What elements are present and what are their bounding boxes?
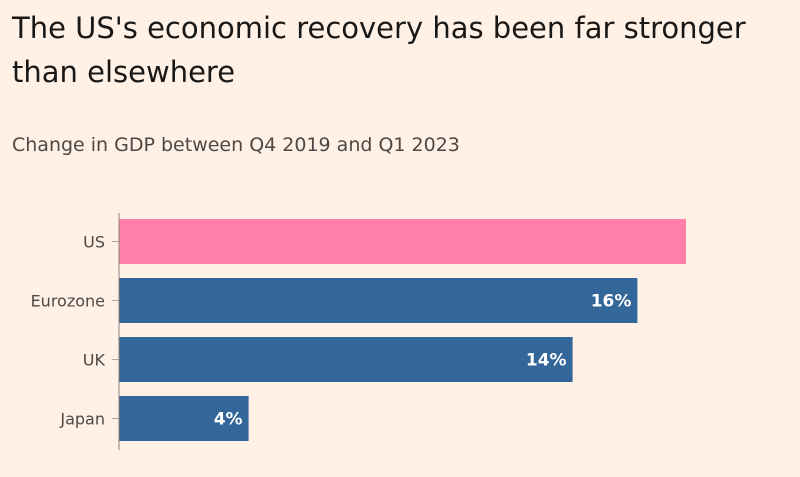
value-label-uk: 14% [526, 351, 567, 371]
category-label-japan: Japan [59, 410, 105, 429]
bar-japan [119, 396, 249, 441]
chart-title: The US's economic recovery has been far … [12, 11, 746, 89]
category-label-uk: UK [83, 351, 106, 370]
chart-subtitle: Change in GDP between Q4 2019 and Q1 202… [12, 134, 460, 156]
category-label-us: US [83, 233, 105, 252]
value-label-eurozone: 16% [591, 292, 632, 312]
category-label-eurozone: Eurozone [31, 292, 105, 311]
bar-eurozone [119, 278, 638, 323]
bar-us [119, 219, 686, 264]
bar-uk [119, 337, 573, 382]
value-label-japan: 4% [214, 410, 243, 430]
